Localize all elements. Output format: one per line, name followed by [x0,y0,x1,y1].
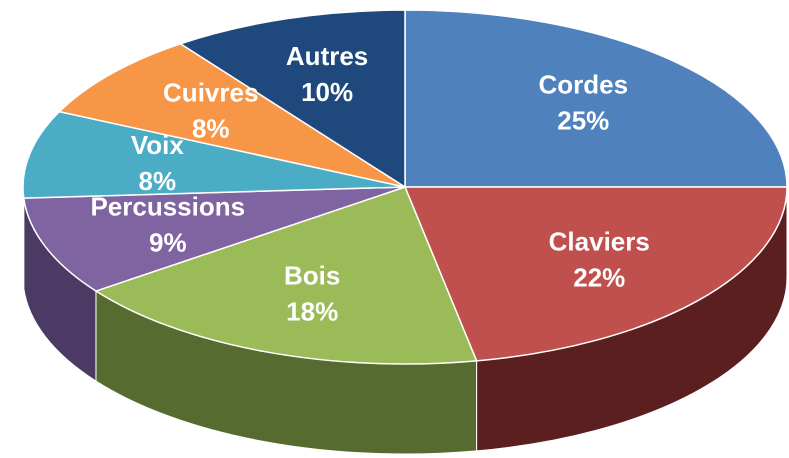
slice-label: Cuivres [163,77,258,107]
slice [94,186,478,365]
slice [22,110,406,199]
value-label: 8% [192,113,230,143]
slice [404,9,788,188]
value-label: 25% [557,105,609,135]
value-label: 22% [573,262,625,292]
value-label: 10% [301,77,353,107]
slice-label: Percussions [90,191,245,221]
slice-label: Cordes [538,69,628,99]
value-label: 18% [286,296,338,326]
slice-label: Autres [286,41,368,71]
slice [178,9,406,189]
slice [57,42,406,188]
slice-label: Voix [131,130,185,160]
slice-label: Claviers [549,226,650,256]
slice-label: Bois [284,260,340,290]
value-label: 9% [149,227,187,257]
value-label: 8% [139,166,177,196]
slice [22,186,406,292]
slice [403,186,788,362]
